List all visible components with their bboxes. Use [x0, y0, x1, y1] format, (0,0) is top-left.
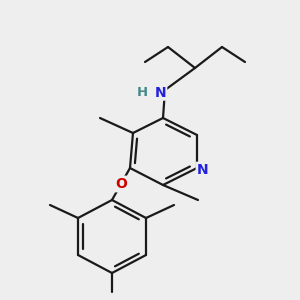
- Text: N: N: [197, 163, 208, 177]
- Text: N: N: [155, 86, 166, 100]
- Text: O: O: [115, 177, 127, 191]
- Text: H: H: [137, 86, 148, 100]
